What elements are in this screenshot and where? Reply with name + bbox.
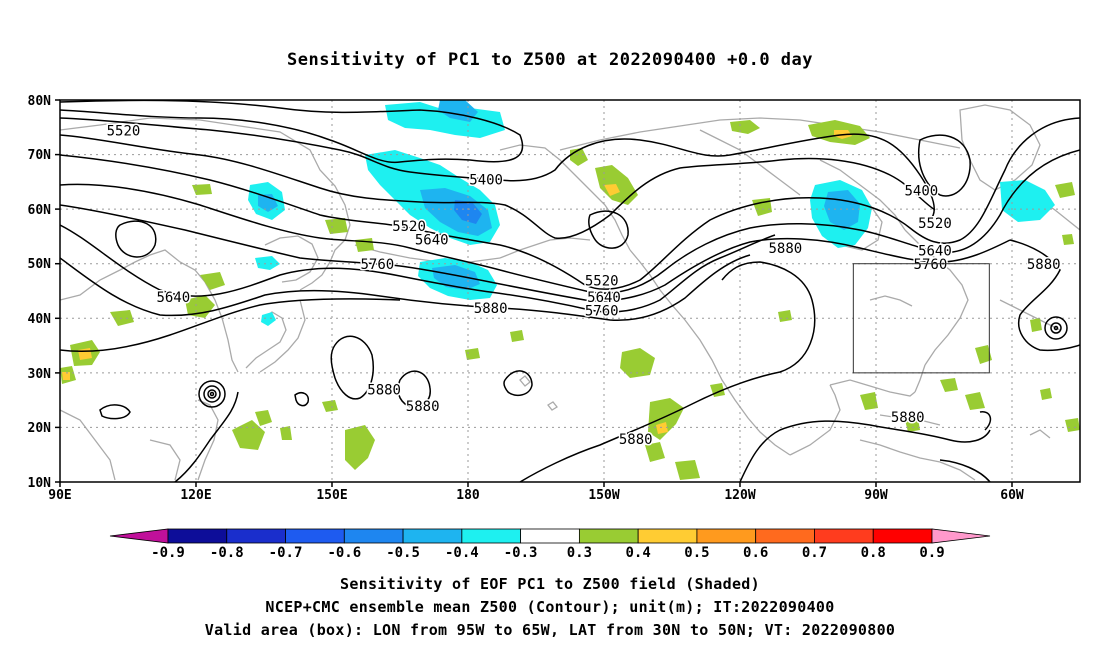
- colorbar-segment: [872, 528, 933, 544]
- positive-sensitivity-shading: [60, 120, 1080, 480]
- coastlines: [60, 104, 1080, 481]
- lat-label-40n: 40N: [28, 312, 52, 327]
- colorbar-segment: [696, 528, 757, 544]
- lat-label-20n: 20N: [28, 421, 52, 436]
- colorbar-segment: [226, 528, 286, 544]
- valid-area-box: [852, 263, 990, 374]
- colorbar-label: 0.3: [567, 545, 592, 561]
- colorbar: -0.9 -0.8 -0.7 -0.6 -0.5 -0.4 -0.3 0.3 0.4 0.5 0.6…: [109, 528, 991, 561]
- contour-label: 5520: [392, 219, 426, 235]
- contour-labels: 5520540055205640576056405880552056405760…: [105, 122, 1062, 449]
- contour-label: 5880: [367, 383, 401, 399]
- caption-shaded: Sensitivity of EOF PC1 to Z500 field (Sh…: [340, 575, 760, 593]
- colorbar-segment: [285, 528, 345, 544]
- colorbar-segment: [814, 528, 874, 544]
- lat-label-30n: 30N: [28, 367, 52, 382]
- colorbar-label: -0.8: [210, 545, 244, 561]
- colorbar-label: -0.4: [445, 545, 479, 561]
- contour-label: 5400: [469, 173, 503, 189]
- longitude-labels: 90E 120E 150E 180 150W 120W 90W 60W: [48, 488, 1024, 503]
- lon-label-180: 180: [456, 488, 480, 503]
- lon-label-120w: 120W: [724, 488, 755, 503]
- colorbar-label: 0.8: [861, 545, 886, 561]
- map-title: Sensitivity of PC1 to Z500 at 2022090400…: [286, 50, 813, 70]
- negative-sensitivity-shading: [248, 100, 1055, 326]
- contour-label: 5640: [156, 290, 190, 306]
- colorbar-label: 0.6: [743, 545, 768, 561]
- contour-label: 5880: [619, 432, 653, 448]
- contour-label: 5640: [415, 233, 449, 249]
- latitude-labels: 80N 70N 60N 50N 40N 30N 20N 10N: [28, 94, 52, 491]
- colorbar-label: -0.5: [386, 545, 420, 561]
- axis-ticks: [55, 99, 1013, 487]
- lon-label-90e: 90E: [48, 488, 71, 503]
- colorbar-segment: [637, 528, 698, 544]
- lon-label-150w: 150W: [588, 488, 619, 503]
- contour-label: 5640: [587, 290, 621, 306]
- colorbar-label: -0.6: [327, 545, 361, 561]
- contour-label: 5760: [360, 257, 394, 273]
- colorbar-label: -0.7: [269, 545, 303, 561]
- colorbar-high-triangle: [931, 528, 991, 544]
- colorbar-segment: [167, 528, 228, 544]
- contour-label: 5400: [904, 184, 938, 200]
- map-frame: [59, 99, 1081, 483]
- contour-label: 5880: [474, 301, 508, 317]
- contour-label: 5880: [1027, 257, 1061, 273]
- colorbar-label: -0.9: [151, 545, 185, 561]
- contour-label: 5880: [768, 241, 802, 257]
- colorbar-label: 0.5: [684, 545, 709, 561]
- contour-label: 5520: [585, 274, 619, 290]
- lat-label-60n: 60N: [28, 203, 52, 218]
- colorbar-segment: [343, 528, 404, 544]
- contour-label: 5880: [891, 410, 925, 426]
- lat-label-10n: 10N: [28, 476, 52, 491]
- lon-label-60w: 60W: [1000, 488, 1024, 503]
- lat-label-80n: 80N: [28, 94, 52, 109]
- colorbar-segment: [402, 528, 463, 544]
- z500-contours: [60, 100, 1080, 482]
- colorbar-segment: [578, 528, 639, 544]
- colorbar-segment: [755, 528, 815, 544]
- colorbar-segment: [461, 528, 522, 544]
- caption-valid-area: Valid area (box): LON from 95W to 65W, L…: [204, 621, 896, 639]
- lat-label-70n: 70N: [28, 148, 52, 163]
- lat-label-50n: 50N: [28, 257, 52, 272]
- colorbar-label: 0.4: [626, 545, 651, 561]
- colorbar-label: 0.9: [919, 545, 944, 561]
- contour-label: 5520: [918, 216, 952, 232]
- contour-label: 5760: [585, 304, 619, 320]
- contour-label: 5640: [918, 244, 952, 260]
- lon-label-120e: 120E: [180, 488, 211, 503]
- colorbar-low-triangle: [109, 528, 169, 544]
- colorbar-segment: [520, 528, 580, 544]
- contour-label: 5880: [406, 399, 440, 415]
- lon-label-90w: 90W: [864, 488, 888, 503]
- contour-label: 5520: [107, 123, 141, 139]
- colorbar-label: 0.7: [802, 545, 827, 561]
- lon-label-150e: 150E: [316, 488, 347, 503]
- contour-label: 5760: [914, 257, 948, 273]
- colorbar-label: -0.3: [504, 545, 538, 561]
- caption-contour: NCEP+CMC ensemble mean Z500 (Contour); u…: [265, 598, 835, 616]
